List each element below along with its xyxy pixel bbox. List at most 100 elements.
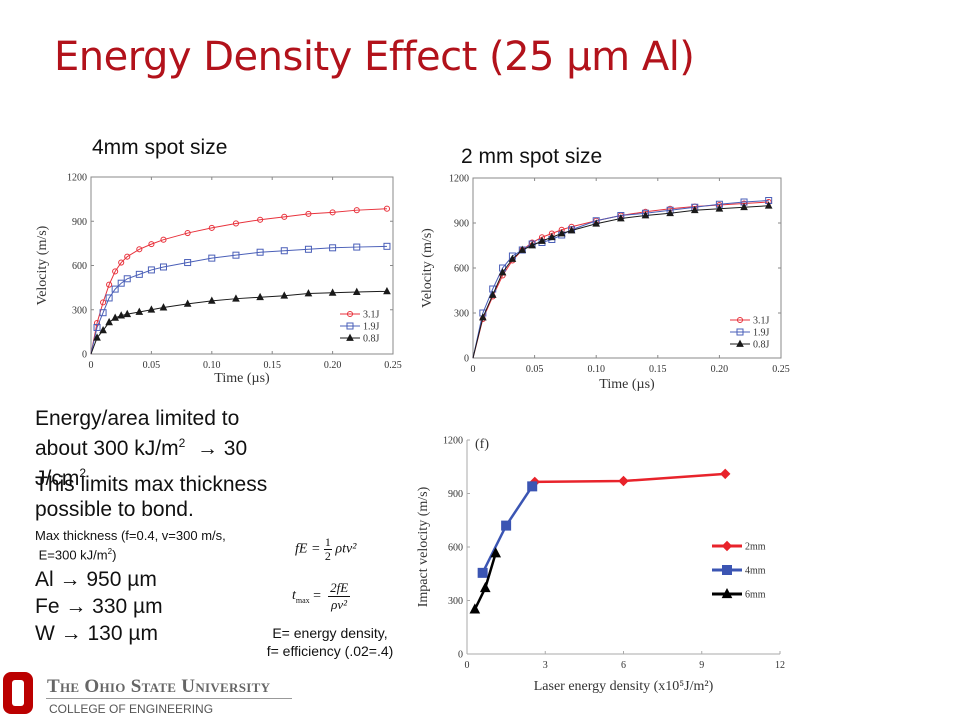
data-point — [256, 248, 264, 256]
thickness-results: Al → 950 µm Fe → 330 µm W → 130 µm — [35, 566, 163, 647]
data-point — [488, 290, 497, 298]
data-point — [136, 246, 143, 253]
data-point — [498, 268, 507, 276]
data-point — [329, 209, 336, 216]
data-point — [617, 214, 625, 222]
legend-label-1.9J: 1.9J — [363, 322, 380, 333]
data-point — [148, 241, 155, 248]
x-tick-label: 0.05 — [526, 364, 544, 375]
max-thickness-params: Max thickness (f=0.4, v=300 m/s, E=300 k… — [35, 528, 295, 563]
logo-inner — [12, 680, 24, 706]
small-line2-tail: ) — [112, 547, 117, 563]
text-line5: possible to bond. — [35, 498, 194, 521]
panel-label: (f) — [475, 437, 489, 452]
text-line2-main: about 300 kJ/m — [35, 437, 179, 460]
data-point — [207, 296, 216, 304]
legend-marker-3.1J — [736, 316, 744, 324]
y-tick-label: 1200 — [449, 174, 469, 185]
data-point — [383, 242, 391, 250]
data-point — [93, 319, 101, 327]
legend-label-0.8J: 0.8J — [753, 340, 770, 351]
university-name: The Ohio State University — [47, 676, 271, 697]
data-point — [147, 266, 155, 274]
series-line-2mm — [534, 472, 726, 484]
y-tick-label: 300 — [454, 309, 469, 320]
data-point — [690, 205, 699, 214]
eq2-eq: = — [309, 588, 325, 604]
data-point — [557, 229, 566, 237]
series-line-1.9J — [90, 245, 387, 355]
data-point — [666, 208, 674, 217]
result-fe: Fe → 330 µm — [35, 595, 163, 618]
data-point — [720, 468, 731, 480]
data-point — [256, 292, 264, 301]
data-point — [383, 205, 391, 212]
data-point — [501, 520, 512, 531]
data-point — [490, 547, 502, 558]
data-point — [329, 244, 337, 252]
data-point — [99, 309, 107, 317]
eq2-t: t — [292, 588, 296, 604]
data-point — [328, 288, 337, 296]
data-point — [100, 299, 107, 306]
x-tick-label: 0.05 — [143, 360, 161, 371]
legend-label-3.1J: 3.1J — [753, 316, 770, 327]
data-point — [479, 581, 491, 593]
equation-caption: E= energy density, f= efficiency (.02=.4… — [250, 624, 410, 660]
data-point — [528, 241, 536, 249]
eq2-left: tmax — [292, 588, 310, 605]
y-tick-label: 1200 — [443, 436, 463, 447]
data-point — [117, 311, 126, 319]
data-point — [208, 224, 215, 231]
data-point — [305, 210, 312, 217]
data-point — [383, 286, 391, 295]
text-line3: J/cm2 — [35, 461, 335, 490]
sup: 2 — [79, 466, 87, 480]
small-line1: Max thickness (f=0.4, v=300 m/s, — [35, 528, 226, 543]
x-tick-label: 0.20 — [711, 364, 729, 375]
data-point — [93, 323, 101, 331]
y-axis-label: Velocity (m/s) — [420, 228, 435, 308]
legend-marker-1.9J — [736, 328, 744, 336]
data-point — [280, 291, 289, 299]
data-point — [159, 263, 167, 271]
y-axis-label: Impact velocity (m/s) — [416, 486, 431, 607]
data-point — [548, 232, 556, 241]
data-point — [592, 219, 601, 227]
y-tick-label: 900 — [454, 219, 469, 230]
x-axis-label: Time (µs) — [599, 377, 655, 392]
legend-label-2mm: 2mm — [745, 542, 766, 553]
text-line1: Energy/area limited to — [35, 407, 240, 430]
legend-marker-0.8J — [346, 333, 354, 341]
data-point — [208, 254, 216, 262]
data-point — [353, 207, 360, 214]
data-point — [567, 226, 576, 234]
label-2mm-spot: 2 mm spot size — [461, 145, 603, 168]
legend-label-1.9J: 1.9J — [753, 328, 770, 339]
data-point — [123, 275, 131, 283]
data-point — [232, 294, 240, 302]
osu-logo-icon — [3, 672, 33, 714]
data-point — [304, 289, 313, 297]
data-point — [105, 317, 113, 326]
text-line3-main: J/cm — [35, 467, 80, 490]
x-tick-label: 0.25 — [384, 360, 402, 371]
data-point — [183, 299, 192, 307]
eq2-fraction: 2fE ρv² — [328, 580, 351, 613]
data-point — [135, 307, 144, 315]
energy-limit-text: Energy/area limited to about 300 kJ/m2 →… — [35, 406, 335, 490]
thickness-limit-text: This limits max thickness possible to bo… — [35, 472, 335, 522]
eq2-sub: max — [295, 595, 310, 605]
result-w: W → 130 µm — [35, 622, 158, 645]
data-point — [257, 216, 264, 223]
data-point — [124, 253, 131, 260]
small-line2: E=300 kJ/m2) — [35, 544, 295, 563]
y-tick-label: 1200 — [67, 173, 87, 184]
data-point — [618, 475, 629, 487]
series-0.8J — [90, 286, 391, 355]
x-tick-label: 0 — [89, 360, 94, 371]
data-point — [123, 309, 132, 318]
